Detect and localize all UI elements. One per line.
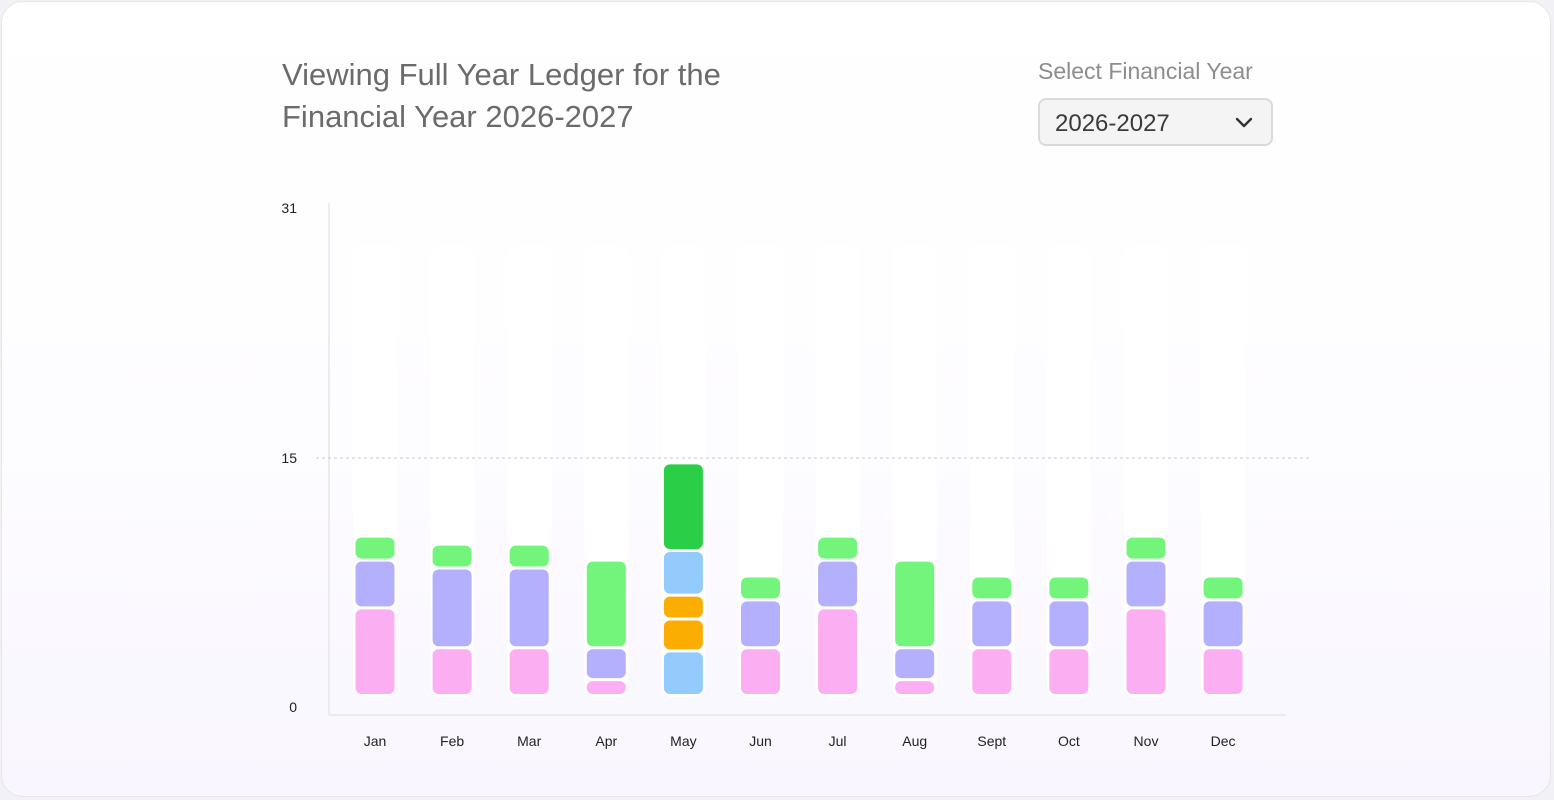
bar-segment-dec <box>1203 649 1243 694</box>
y-tick-label: 31 <box>281 200 297 216</box>
bar-segment-jun <box>741 577 780 599</box>
bar-segment-sept <box>972 649 1012 694</box>
y-tick-label: 0 <box>289 699 297 715</box>
y-tick-label: 15 <box>281 450 297 466</box>
bar-segment-oct <box>1049 649 1089 694</box>
bar-segment-feb <box>432 569 472 647</box>
financial-year-select[interactable]: 2026-2027 <box>1038 98 1273 146</box>
x-tick-label: Jul <box>829 733 847 749</box>
x-tick-label: Feb <box>440 733 464 749</box>
bar-segment-feb <box>432 545 472 567</box>
x-tick-label: Mar <box>517 733 541 749</box>
bar-segment-jul <box>818 609 858 694</box>
bar-segment-mar <box>509 649 549 694</box>
bar-segment-oct <box>1049 601 1089 647</box>
bar-segment-nov <box>1126 537 1166 559</box>
bar-segment-apr <box>586 649 626 679</box>
bar-segment-sept <box>972 577 1012 599</box>
financial-year-value: 2026-2027 <box>1055 110 1170 137</box>
bar-segment-may <box>663 652 703 694</box>
bar-segment-nov <box>1126 561 1166 607</box>
x-tick-label: Nov <box>1134 733 1159 749</box>
bar-segment-aug <box>895 561 935 647</box>
bar-segment-dec <box>1203 601 1243 647</box>
bar-segment-jul <box>818 561 858 607</box>
bar-segment-feb <box>432 649 472 694</box>
bar-segment-may <box>663 596 703 618</box>
x-tick-label: Oct <box>1058 733 1080 749</box>
bar-segment-may <box>663 552 703 594</box>
bar-segment-apr <box>586 681 626 694</box>
bar-segment-nov <box>1126 609 1166 694</box>
x-tick-label: Jan <box>364 733 387 749</box>
bar-segment-jul <box>818 537 858 559</box>
bar-segment-jan <box>355 561 395 607</box>
financial-year-label: Select Financial Year <box>1038 58 1253 84</box>
x-tick-label: Jun <box>749 733 772 749</box>
chevron-down-icon[interactable] <box>1233 112 1255 134</box>
bar-segment-may <box>663 620 703 650</box>
bar-segment-jan <box>355 609 395 694</box>
x-tick-label: Aug <box>902 733 927 749</box>
x-tick-label: Sept <box>977 733 1006 749</box>
bar-segment-mar <box>509 545 549 567</box>
bar-segment-jun <box>741 601 780 647</box>
x-tick-label: May <box>670 733 696 749</box>
x-tick-label: Apr <box>595 733 617 749</box>
bar-segment-aug <box>895 681 935 694</box>
bar-segment-aug <box>895 649 935 679</box>
bar-segment-oct <box>1049 577 1089 599</box>
bar-segment-jan <box>355 537 395 559</box>
bar-segment-mar <box>509 569 549 647</box>
bar-segment-jun <box>741 649 780 694</box>
x-tick-label: Dec <box>1211 733 1236 749</box>
bar-segment-dec <box>1203 577 1243 599</box>
bar-segment-may <box>663 464 703 550</box>
bar-segment-sept <box>972 601 1012 647</box>
bar-segment-apr <box>586 561 626 647</box>
page-title: Viewing Full Year Ledger for the Financi… <box>282 57 721 134</box>
